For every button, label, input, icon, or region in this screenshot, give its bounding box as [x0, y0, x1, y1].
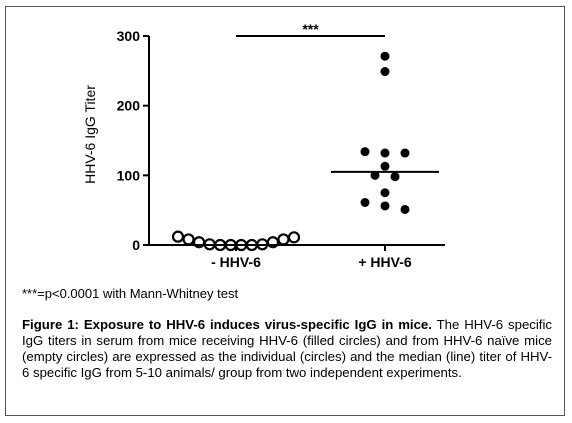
- filled-circle-point: [390, 172, 400, 182]
- filled-circle-point: [380, 51, 390, 61]
- y-axis-label: HHV-6 IgG Titer: [82, 85, 98, 184]
- significance-bracket: ***: [236, 21, 385, 37]
- empty-circle-point: [171, 230, 185, 243]
- x-ticks: - HHV-6 + HHV-6: [211, 245, 412, 270]
- filled-circle-point: [400, 204, 410, 214]
- empty-circle-point: [277, 233, 290, 246]
- filled-circle-point: [370, 170, 380, 180]
- filled-circle-point: [380, 67, 390, 77]
- x-tick-label: + HHV-6: [358, 254, 412, 270]
- y-tick-label: 100: [117, 167, 141, 183]
- y-tick-label: 300: [117, 28, 141, 44]
- scatter-chart: 0 100 200 300 - HHV-6 + HHV-6 *** HHV-6 IgG …: [82, 21, 445, 270]
- y-ticks: 0 100 200 300: [117, 28, 149, 253]
- filled-circle-point: [400, 148, 410, 158]
- filled-circle-point: [380, 161, 390, 171]
- empty-circle-point: [287, 231, 301, 244]
- data-points: [171, 51, 410, 252]
- filled-circle-point: [380, 188, 390, 198]
- filled-circle-point: [380, 201, 390, 211]
- median-lines: [182, 170, 439, 246]
- caption-text: The HHV-6 specific IgG titers in serum f…: [22, 317, 552, 380]
- caption-title: Figure 1: Exposure to HHV-6 induces viru…: [22, 317, 432, 332]
- figure-caption: Figure 1: Exposure to HHV-6 induces viru…: [22, 317, 552, 381]
- filled-circle-point: [380, 148, 390, 158]
- axes: [148, 36, 445, 246]
- figure-frame: [5, 6, 565, 416]
- y-tick-label: 200: [117, 98, 141, 114]
- filled-circle-point: [360, 147, 370, 157]
- filled-circle-point: [360, 198, 370, 208]
- significance-label: ***: [302, 21, 319, 37]
- x-tick-label: - HHV-6: [211, 254, 261, 270]
- y-tick-label: 0: [132, 237, 140, 253]
- footnote: ***=p<0.0001 with Mann-Whitney test: [22, 286, 239, 301]
- empty-circle-point: [182, 233, 195, 246]
